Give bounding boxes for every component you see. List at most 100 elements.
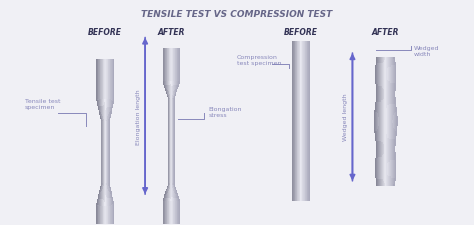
Bar [376,66,378,68]
Bar [97,206,98,225]
Bar [376,73,377,75]
Bar [172,89,173,90]
Bar [383,178,385,179]
Bar [108,108,109,109]
Bar [393,123,395,125]
Bar [101,189,102,190]
Bar [99,59,100,99]
Bar [388,136,389,137]
Bar [385,121,387,123]
Bar [100,106,101,107]
Bar [379,71,381,73]
Bar [390,90,392,92]
Bar [100,196,101,197]
Bar [387,94,389,96]
Bar [166,82,168,84]
Bar [383,128,385,129]
Bar [385,86,387,88]
Bar [385,150,387,152]
Bar [104,99,106,100]
Bar [385,87,387,89]
Bar [172,184,173,186]
Bar [107,118,109,119]
Bar [380,124,381,126]
Bar [383,83,385,84]
Bar [389,121,391,123]
Bar [394,181,395,183]
Bar [102,189,104,190]
Bar [382,176,383,178]
Bar [392,144,393,146]
Bar [387,89,389,91]
Bar [390,174,391,176]
Bar [295,41,296,201]
Bar [102,100,104,101]
Bar [107,186,109,187]
Bar [382,58,383,60]
Bar [386,162,388,163]
Bar [382,133,384,134]
Bar [105,122,106,184]
Bar [174,48,175,81]
Bar [380,92,381,94]
Bar [100,197,101,198]
Bar [173,96,174,97]
Bar [396,126,398,128]
Bar [309,41,310,201]
Bar [173,85,174,86]
Bar [166,189,167,190]
Bar [388,181,390,183]
Bar [105,119,106,120]
Bar [96,203,98,205]
Bar [379,105,381,107]
Bar [387,60,389,62]
Bar [306,41,307,201]
Bar [385,92,387,94]
Bar [103,113,104,115]
Bar [168,186,169,187]
Bar [166,198,168,199]
Bar [379,173,381,175]
Bar [375,121,376,123]
Bar [393,131,395,133]
Bar [375,74,376,76]
Bar [393,113,395,115]
Bar [384,166,386,168]
Bar [376,74,377,76]
Bar [172,190,173,191]
Bar [389,163,390,165]
Bar [389,158,390,160]
Bar [382,179,383,181]
Bar [375,158,377,160]
Bar [383,97,385,99]
Bar [106,110,108,111]
Bar [392,153,393,155]
Bar [105,183,106,185]
Bar [387,57,389,59]
Bar [381,150,382,152]
Bar [164,81,165,83]
Bar [382,87,383,89]
Bar [104,110,105,111]
Bar [392,176,394,178]
Bar [100,194,101,195]
Bar [107,198,108,199]
Bar [381,60,382,62]
Bar [394,65,396,67]
Bar [171,90,172,91]
Bar [170,183,171,185]
Bar [171,201,172,225]
Bar [167,86,168,87]
Bar [386,58,388,60]
Bar [173,184,174,186]
Bar [105,188,107,189]
Bar [383,112,385,113]
Bar [378,124,380,126]
Bar [103,122,104,184]
Bar [178,201,179,225]
Bar [103,108,104,109]
Bar [388,150,390,152]
Bar [388,58,390,60]
Bar [172,81,173,83]
Bar [386,79,388,81]
